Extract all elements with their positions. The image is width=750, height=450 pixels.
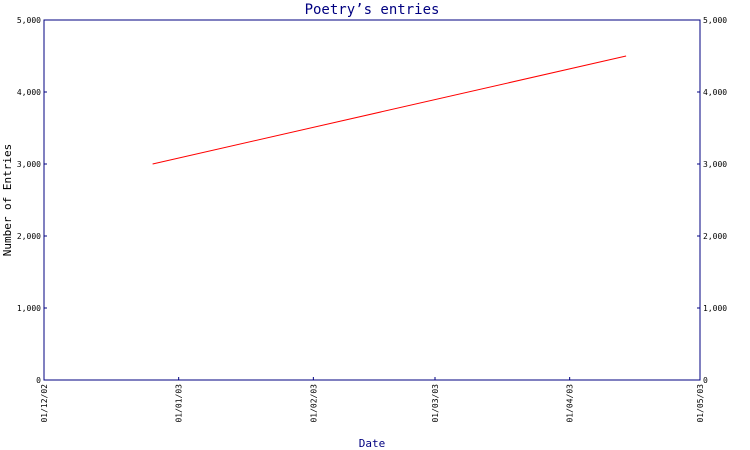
series-line xyxy=(152,55,627,165)
y-tick-label-left: 2,000 xyxy=(17,232,41,241)
y-tick-label-right: 0 xyxy=(703,376,708,385)
x-tick-label: 01/01/03 xyxy=(175,384,184,423)
y-tick-label-right: 1,000 xyxy=(703,304,727,313)
x-tick-label: 01/02/03 xyxy=(309,384,318,423)
series-layer xyxy=(152,55,627,165)
y-tick-label-left: 3,000 xyxy=(17,160,41,169)
y-tick-label-right: 3,000 xyxy=(703,160,727,169)
x-axis: 01/12/02 01/01/03 01/02/03 01/03/03 01/04/03… xyxy=(40,377,705,423)
chart-title: Poetry’s entries xyxy=(305,2,440,18)
y-tick-label-left: 1,000 xyxy=(17,304,41,313)
x-axis-label: Date xyxy=(359,437,386,450)
x-tick-label: 01/12/02 xyxy=(40,384,49,423)
y-tick-label-left: 5,000 xyxy=(17,16,41,25)
x-tick-label: 01/04/03 xyxy=(566,384,575,423)
y-tick-label-left: 0 xyxy=(36,376,41,385)
y-tick-label-left: 4,000 xyxy=(17,88,41,97)
plot-area xyxy=(43,19,701,381)
y-tick-label-right: 5,000 xyxy=(703,16,727,25)
x-tick-label: 01/05/03 xyxy=(696,384,705,423)
y-tick-label-right: 2,000 xyxy=(703,232,727,241)
y-axis-label: Number of Entries xyxy=(1,144,14,257)
y-tick-label-right: 4,000 xyxy=(703,88,727,97)
x-tick-label: 01/03/03 xyxy=(431,384,440,423)
y-axis-right: 0 1,000 2,000 3,000 4,000 5,000 xyxy=(697,16,727,385)
y-axis-left: 0 1,000 2,000 3,000 4,000 5,000 xyxy=(17,16,47,385)
